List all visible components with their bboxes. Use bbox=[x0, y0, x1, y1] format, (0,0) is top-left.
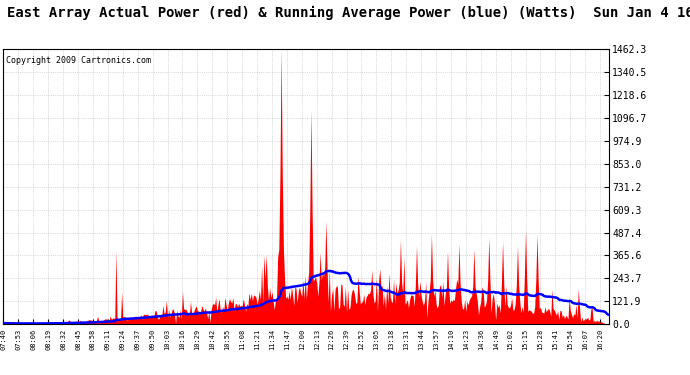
Text: Copyright 2009 Cartronics.com: Copyright 2009 Cartronics.com bbox=[6, 56, 152, 64]
Text: East Array Actual Power (red) & Running Average Power (blue) (Watts)  Sun Jan 4 : East Array Actual Power (red) & Running … bbox=[7, 6, 690, 20]
